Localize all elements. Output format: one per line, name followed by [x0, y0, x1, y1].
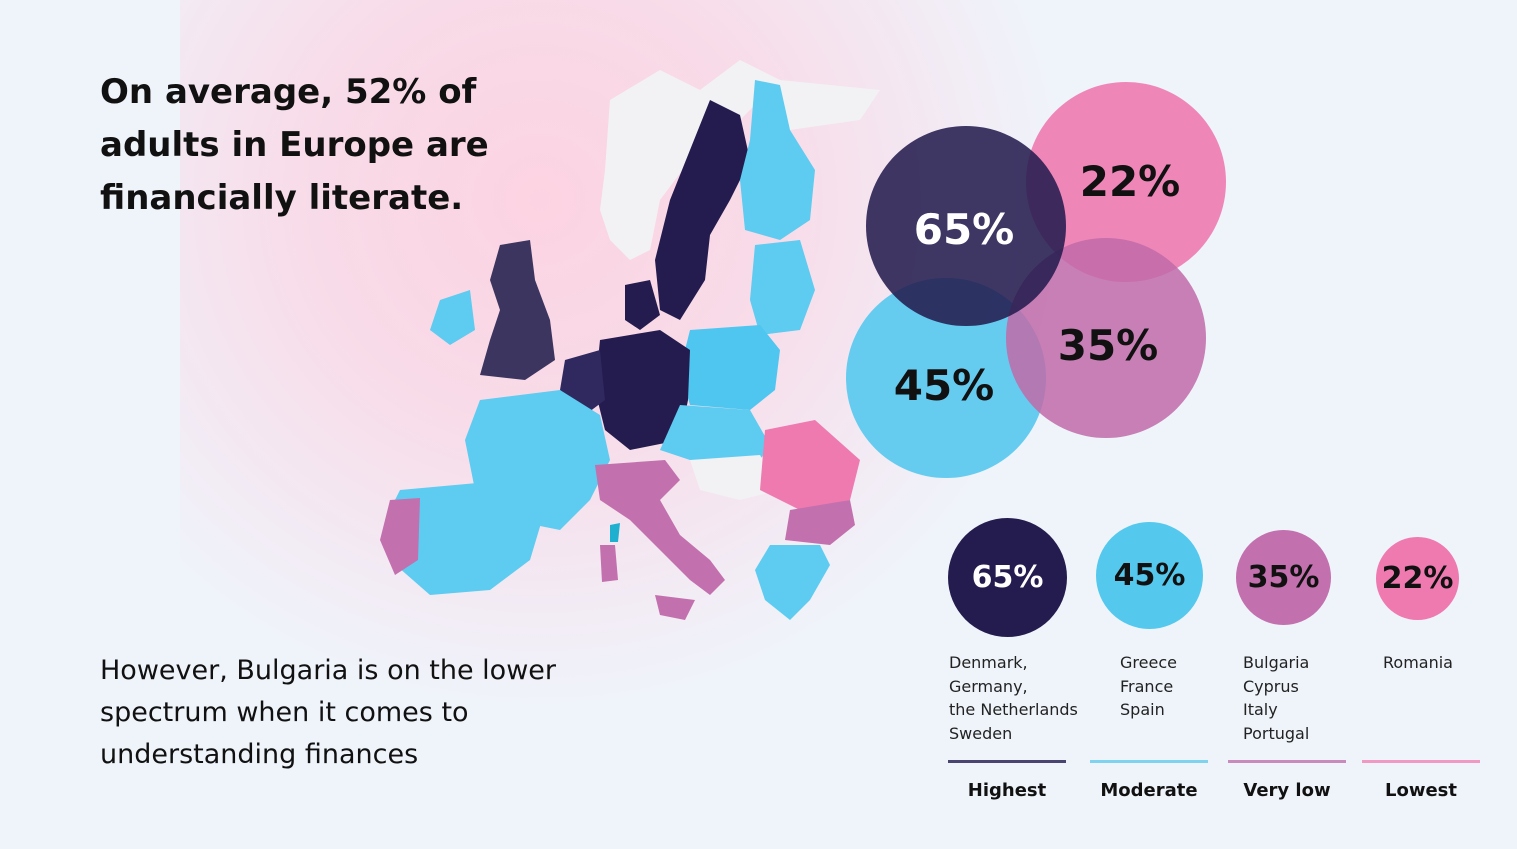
map-region-portugal [380, 498, 420, 575]
legend-bar-very-low [1228, 760, 1346, 763]
country-label: France [1120, 676, 1174, 696]
country-label: Germany, [949, 676, 1028, 696]
map-region-norway [600, 60, 880, 260]
legend: 65% Denmark, Germany, the Netherlands Sw… [940, 515, 1480, 815]
venn-bubbles: 65% 22% 35% 45% [846, 82, 1226, 478]
bubble-moderate [846, 278, 1046, 478]
legend-level-very-low: Very low [1243, 780, 1331, 801]
bubble-moderate-label: 45% [894, 361, 995, 410]
country-label: Spain [1120, 700, 1165, 719]
legend-level-lowest: Lowest [1385, 780, 1457, 801]
map-region-bulgaria [785, 500, 855, 545]
map-region-italy [595, 460, 725, 595]
map-region-denmark [625, 280, 660, 330]
bubble-highest [866, 126, 1066, 326]
map-region-poland [680, 325, 780, 410]
map-region-greece [755, 545, 830, 620]
legend-level-moderate: Moderate [1100, 780, 1198, 801]
map-region-romania [760, 420, 860, 510]
map-region-uk [480, 240, 555, 380]
country-label: Romania [1383, 653, 1453, 672]
map-region-corsica [610, 523, 620, 542]
country-label: Bulgaria [1243, 653, 1310, 672]
legend-circle-very-low: 35% [1236, 530, 1331, 625]
country-label: the Netherlands [949, 700, 1078, 719]
legend-circle-highest: 65% [948, 518, 1067, 637]
country-label: Italy [1243, 700, 1278, 719]
country-label: Denmark, [949, 653, 1028, 672]
bubble-lowest [1026, 82, 1226, 282]
bubble-very-low-label: 35% [1058, 321, 1159, 370]
bubble-highest-label: 65% [914, 205, 1015, 254]
country-label: Sweden [949, 723, 1013, 743]
country-label: Portugal [1243, 723, 1310, 743]
legend-bar-lowest [1362, 760, 1480, 763]
legend-countries-highest: Denmark, Germany, the Netherlands Sweden [949, 651, 1078, 745]
legend-countries-lowest: Romania [1383, 651, 1453, 675]
legend-level-highest: Highest [967, 780, 1047, 801]
country-label: Cyprus [1243, 676, 1299, 696]
subtext: However, Bulgaria is on the lower spectr… [100, 655, 556, 770]
map-region-ireland [430, 290, 475, 345]
headline: On average, 52% of adults in Europe are … [100, 72, 489, 218]
europe-map [380, 60, 880, 620]
legend-circle-lowest: 22% [1376, 537, 1459, 620]
bubble-lowest-label: 22% [1080, 157, 1181, 206]
map-region-sicily [655, 595, 695, 620]
legend-bar-moderate [1090, 760, 1208, 763]
map-region-finland [740, 80, 815, 240]
map-region-spain [385, 480, 545, 595]
country-label: Greece [1120, 653, 1177, 672]
map-region-sweden [655, 100, 750, 320]
map-region-hungary [690, 455, 780, 500]
map-region-sardinia [600, 545, 618, 582]
legend-countries-very-low: Bulgaria Cyprus Italy Portugal [1243, 651, 1309, 745]
map-region-germany [595, 330, 690, 450]
legend-circle-moderate: 45% [1096, 522, 1203, 629]
legend-countries-moderate: Greece France Spain [1120, 651, 1177, 722]
legend-bar-highest [948, 760, 1066, 763]
map-region-central [660, 405, 770, 460]
map-region-baltics [750, 240, 815, 335]
bubble-very-low [1006, 238, 1206, 438]
